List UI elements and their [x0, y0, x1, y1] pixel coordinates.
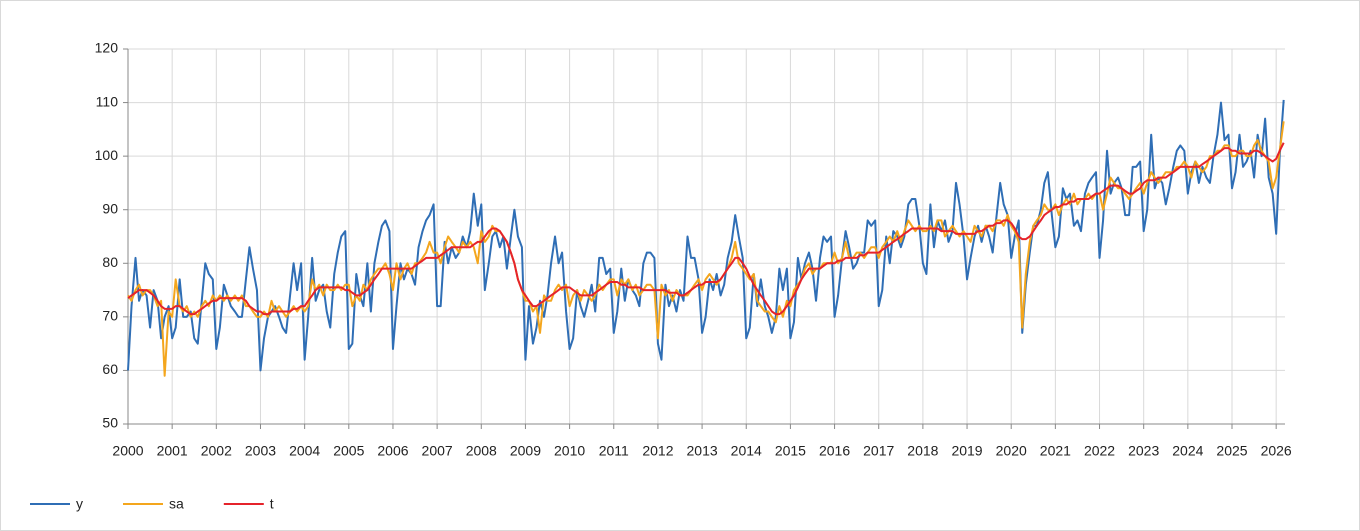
- y-tick-label: 110: [96, 93, 119, 109]
- x-tick-label: 2013: [687, 443, 718, 459]
- x-tick-label: 2017: [863, 443, 894, 459]
- legend-label: sa: [169, 496, 184, 512]
- x-tick-label: 2012: [642, 443, 673, 459]
- x-tick-label: 2009: [510, 443, 541, 459]
- x-tick-label: 2000: [112, 443, 143, 459]
- y-tick-label: 100: [95, 147, 119, 163]
- x-tick-label: 2016: [819, 443, 850, 459]
- x-tick-label: 2002: [201, 443, 232, 459]
- x-tick-label: 2023: [1128, 443, 1159, 459]
- x-tick-label: 2020: [996, 443, 1027, 459]
- x-tick-label: 2006: [377, 443, 408, 459]
- x-tick-label: 2026: [1261, 443, 1292, 459]
- y-tick-label: 80: [102, 254, 118, 270]
- y-tick-label: 120: [95, 40, 119, 56]
- x-tick-label: 2010: [554, 443, 585, 459]
- legend-label: y: [76, 496, 83, 512]
- x-tick-label: 2003: [245, 443, 276, 459]
- x-tick-label: 2011: [599, 443, 629, 459]
- x-tick-label: 2001: [157, 443, 188, 459]
- x-tick-label: 2018: [907, 443, 938, 459]
- x-tick-label: 2014: [731, 443, 762, 459]
- x-tick-label: 2022: [1084, 443, 1115, 459]
- y-tick-label: 70: [102, 308, 118, 324]
- x-tick-label: 2005: [333, 443, 364, 459]
- x-tick-label: 2004: [289, 443, 320, 459]
- x-tick-label: 2024: [1172, 443, 1203, 459]
- x-tick-label: 2019: [951, 443, 982, 459]
- y-tick-label: 90: [102, 200, 118, 216]
- y-tick-label: 60: [102, 361, 118, 377]
- y-tick-label: 50: [102, 415, 118, 431]
- legend-label: t: [270, 496, 274, 512]
- x-tick-label: 2021: [1040, 443, 1071, 459]
- x-tick-label: 2007: [422, 443, 453, 459]
- series-line: [127, 142, 1285, 316]
- x-tick-label: 2025: [1216, 443, 1247, 459]
- x-tick-label: 2008: [466, 443, 497, 459]
- x-tick-label: 2015: [775, 443, 806, 459]
